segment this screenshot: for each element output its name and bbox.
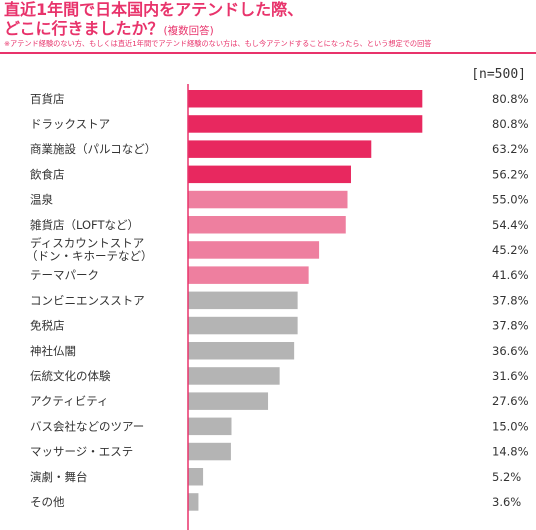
value-label: 3.6%	[492, 495, 521, 509]
category-label: 飲食店	[30, 167, 65, 181]
bar	[188, 140, 372, 158]
category-label: 百貨店	[30, 92, 65, 106]
value-label: 37.8%	[492, 319, 529, 333]
value-label: 80.8%	[492, 92, 529, 106]
bar	[188, 216, 346, 234]
category-label: テーマパーク	[30, 268, 99, 282]
bar	[188, 266, 309, 284]
value-label: 54.4%	[492, 218, 529, 232]
value-label: 31.6%	[492, 369, 529, 383]
bar	[188, 468, 204, 486]
bar	[188, 342, 295, 360]
title-subnote: (複数回答)	[163, 25, 214, 37]
value-label: 45.2%	[492, 243, 529, 257]
value-label: 27.6%	[492, 394, 529, 408]
title-line-1: 直近1年間で日本国内をアテンドした際、	[4, 0, 304, 19]
bar	[188, 316, 298, 335]
category-label: 商業施設（パルコなど）	[30, 142, 156, 156]
value-label: 41.6%	[492, 268, 529, 282]
category-label: ドラックストア	[30, 117, 110, 131]
bar	[188, 291, 298, 310]
title-line-2: どこに行きましたか？	[4, 19, 164, 38]
bar	[188, 90, 423, 108]
category-label: 免税店	[30, 319, 65, 333]
chart-title: 直近1年間で日本国内をアテンドした際、 どこに行きましたか？(複数回答)	[4, 0, 524, 41]
category-label: バス会社などのツアー	[30, 419, 144, 433]
value-label: 36.6%	[492, 344, 529, 358]
category-label: 雑貨店（LOFTなど）	[30, 218, 139, 232]
value-label: 80.8%	[492, 117, 529, 131]
category-label: アクティビティ	[30, 394, 109, 408]
category-label: マッサージ・エステ	[30, 445, 133, 459]
value-label: 37.8%	[492, 293, 529, 307]
sample-size-label: [n=500]	[471, 67, 526, 82]
footnote: ※アテンド経験のない方、もしくは直近1年間でアテンド経験のない方は、もし今アテン…	[4, 39, 432, 48]
bar	[188, 190, 348, 209]
bar	[188, 417, 232, 436]
category-label: その他	[30, 495, 65, 509]
value-label: 5.2%	[492, 470, 521, 484]
value-label: 63.2%	[492, 142, 529, 156]
value-label: 56.2%	[492, 167, 529, 181]
category-label: コンビニエンスストア	[30, 293, 145, 307]
bar	[188, 115, 423, 133]
value-label: 55.0%	[492, 193, 529, 207]
bar-chart: 百貨店 80.8% ドラックストア 80.8% 商業施設（パルコなど） 63.2% 飲食店 5…	[26, 84, 529, 530]
value-label: 14.8%	[492, 445, 529, 459]
bar	[188, 392, 269, 410]
category-label: 演劇・舞台	[30, 470, 88, 484]
category-label: ディスカウントストア（ドン・キホーテなど）	[26, 236, 153, 263]
bar	[188, 367, 280, 385]
bar	[188, 442, 231, 461]
value-label: 15.0%	[492, 419, 529, 433]
bar	[188, 241, 320, 259]
category-label: 神社仏閣	[30, 344, 76, 358]
category-label: 温泉	[30, 193, 53, 207]
category-label: 伝統文化の体験	[30, 369, 111, 383]
bar	[188, 493, 199, 511]
bar	[188, 165, 351, 184]
divider	[0, 52, 536, 54]
